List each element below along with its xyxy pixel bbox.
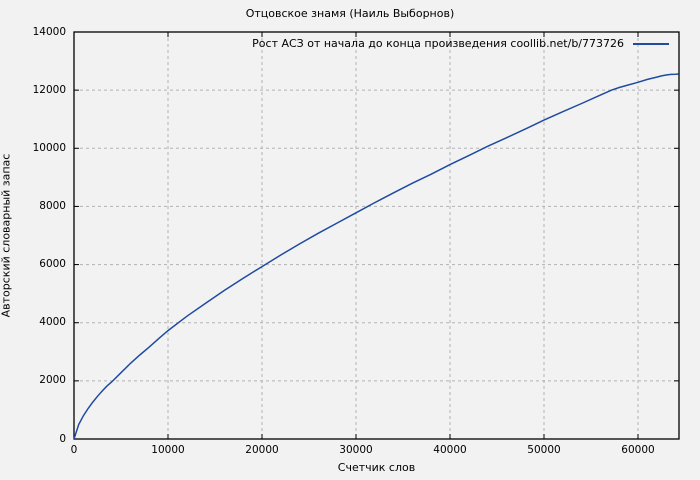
x-axis-label: Счетчик слов: [337, 461, 416, 474]
x-tick-label: 50000: [527, 444, 561, 456]
plot-border: [73, 31, 680, 440]
x-tick-label: 60000: [621, 444, 655, 456]
legend: Рост АСЗ от начала до конца произведения…: [252, 37, 669, 50]
x-tick-label: 10000: [151, 444, 185, 456]
x-tick-label: 30000: [339, 444, 373, 456]
legend-label: Рост АСЗ от начала до конца произведения…: [252, 37, 624, 50]
x-tick-label: 40000: [433, 444, 467, 456]
x-tick-label: 0: [70, 444, 78, 456]
y-tick-label: 8000: [39, 199, 66, 212]
y-tick-label: 6000: [39, 258, 66, 271]
legend-line-sample: [633, 42, 669, 45]
chart-title: Отцовское знамя (Наиль Выборнов): [245, 7, 455, 20]
y-tick-label: 14000: [32, 25, 66, 38]
y-tick-label: 4000: [39, 316, 66, 329]
data-line: [73, 73, 679, 440]
y-tick-label: 0: [59, 432, 66, 445]
x-tick-label: 20000: [245, 444, 279, 456]
y-tick-label: 10000: [32, 141, 66, 154]
y-tick-label: 2000: [39, 374, 66, 387]
y-axis-label: Авторский словарный запас: [0, 153, 13, 318]
y-tick-label: 12000: [32, 83, 66, 96]
